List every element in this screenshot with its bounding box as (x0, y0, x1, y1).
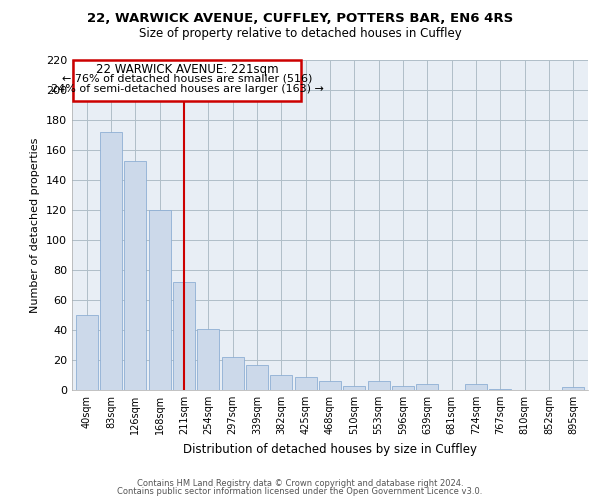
Bar (221, 357, 244, 390)
Text: Contains HM Land Registry data © Crown copyright and database right 2024.: Contains HM Land Registry data © Crown c… (137, 478, 463, 488)
Bar (197, 328, 219, 390)
Bar (149, 210, 170, 390)
Bar (124, 160, 146, 390)
X-axis label: Distribution of detached houses by size in Cuffley: Distribution of detached houses by size … (183, 442, 477, 456)
Bar (416, 384, 439, 390)
Bar (392, 386, 414, 390)
Text: Contains public sector information licensed under the Open Government Licence v3: Contains public sector information licen… (118, 487, 482, 496)
FancyBboxPatch shape (73, 60, 301, 100)
Bar (490, 388, 511, 390)
Bar (76, 315, 98, 390)
Y-axis label: Number of detached properties: Number of detached properties (31, 138, 40, 312)
Text: 24% of semi-detached houses are larger (163) →: 24% of semi-detached houses are larger (… (50, 84, 323, 94)
Bar (173, 282, 195, 390)
Text: 22 WARWICK AVENUE: 221sqm: 22 WARWICK AVENUE: 221sqm (95, 63, 278, 76)
Bar (465, 384, 487, 390)
Bar (100, 132, 122, 390)
Bar (343, 386, 365, 390)
Bar (246, 364, 268, 390)
Bar (562, 387, 584, 390)
Text: 22, WARWICK AVENUE, CUFFLEY, POTTERS BAR, EN6 4RS: 22, WARWICK AVENUE, CUFFLEY, POTTERS BAR… (87, 12, 513, 26)
Text: Size of property relative to detached houses in Cuffley: Size of property relative to detached ho… (139, 28, 461, 40)
Bar (295, 376, 317, 390)
Bar (319, 381, 341, 390)
Text: ← 76% of detached houses are smaller (516): ← 76% of detached houses are smaller (51… (62, 74, 312, 84)
Bar (368, 381, 389, 390)
Bar (271, 375, 292, 390)
